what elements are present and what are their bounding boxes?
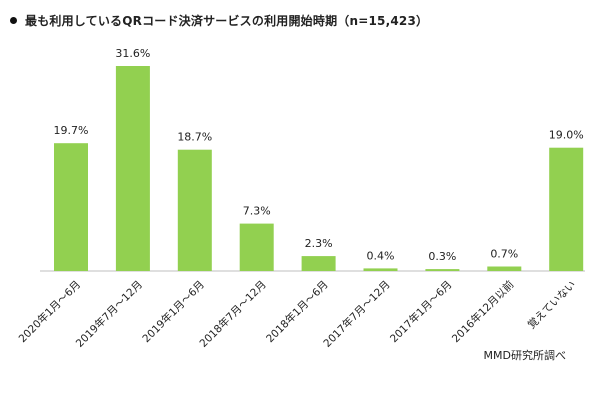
- bar: [54, 143, 88, 271]
- category-label: 2017年7月～12月: [321, 278, 393, 350]
- data-label: 19.7%: [54, 124, 89, 137]
- data-label: 19.0%: [549, 129, 584, 142]
- data-label: 18.7%: [177, 131, 212, 144]
- bar: [487, 266, 522, 271]
- bar: [177, 149, 212, 271]
- bar: [239, 223, 274, 271]
- source-credit: MMD研究所調べ: [483, 349, 566, 362]
- category-label: 2018年1月～6月: [263, 278, 330, 345]
- category-label: 2016年12月以前: [449, 278, 516, 345]
- category-label: 2019年1月～6月: [140, 278, 207, 345]
- bar: [425, 269, 460, 271]
- bar: [301, 256, 336, 271]
- category-label: 2020年1月～6月: [16, 278, 83, 345]
- data-label: 0.7%: [490, 248, 518, 261]
- data-label: 2.3%: [305, 237, 333, 250]
- bar: [115, 66, 150, 271]
- bar: [363, 268, 398, 271]
- data-label: 0.4%: [367, 249, 395, 262]
- bar: [549, 147, 584, 271]
- category-label: 2017年1月～6月: [387, 278, 454, 345]
- category-label: 2019年7月～12月: [73, 278, 145, 350]
- data-label: 7.3%: [243, 205, 271, 218]
- data-label: 0.3%: [428, 250, 456, 263]
- chart-title: 最も利用しているQRコード決済サービスの利用開始時期（n=15,423）: [25, 14, 429, 28]
- category-label: 2018年7月～12月: [197, 278, 269, 350]
- data-label: 31.6%: [115, 47, 150, 60]
- bullet-icon: [10, 17, 17, 24]
- category-label: 覚えていない: [525, 278, 578, 331]
- chart-title-row: 最も利用しているQRコード決済サービスの利用開始時期（n=15,423）: [10, 12, 428, 29]
